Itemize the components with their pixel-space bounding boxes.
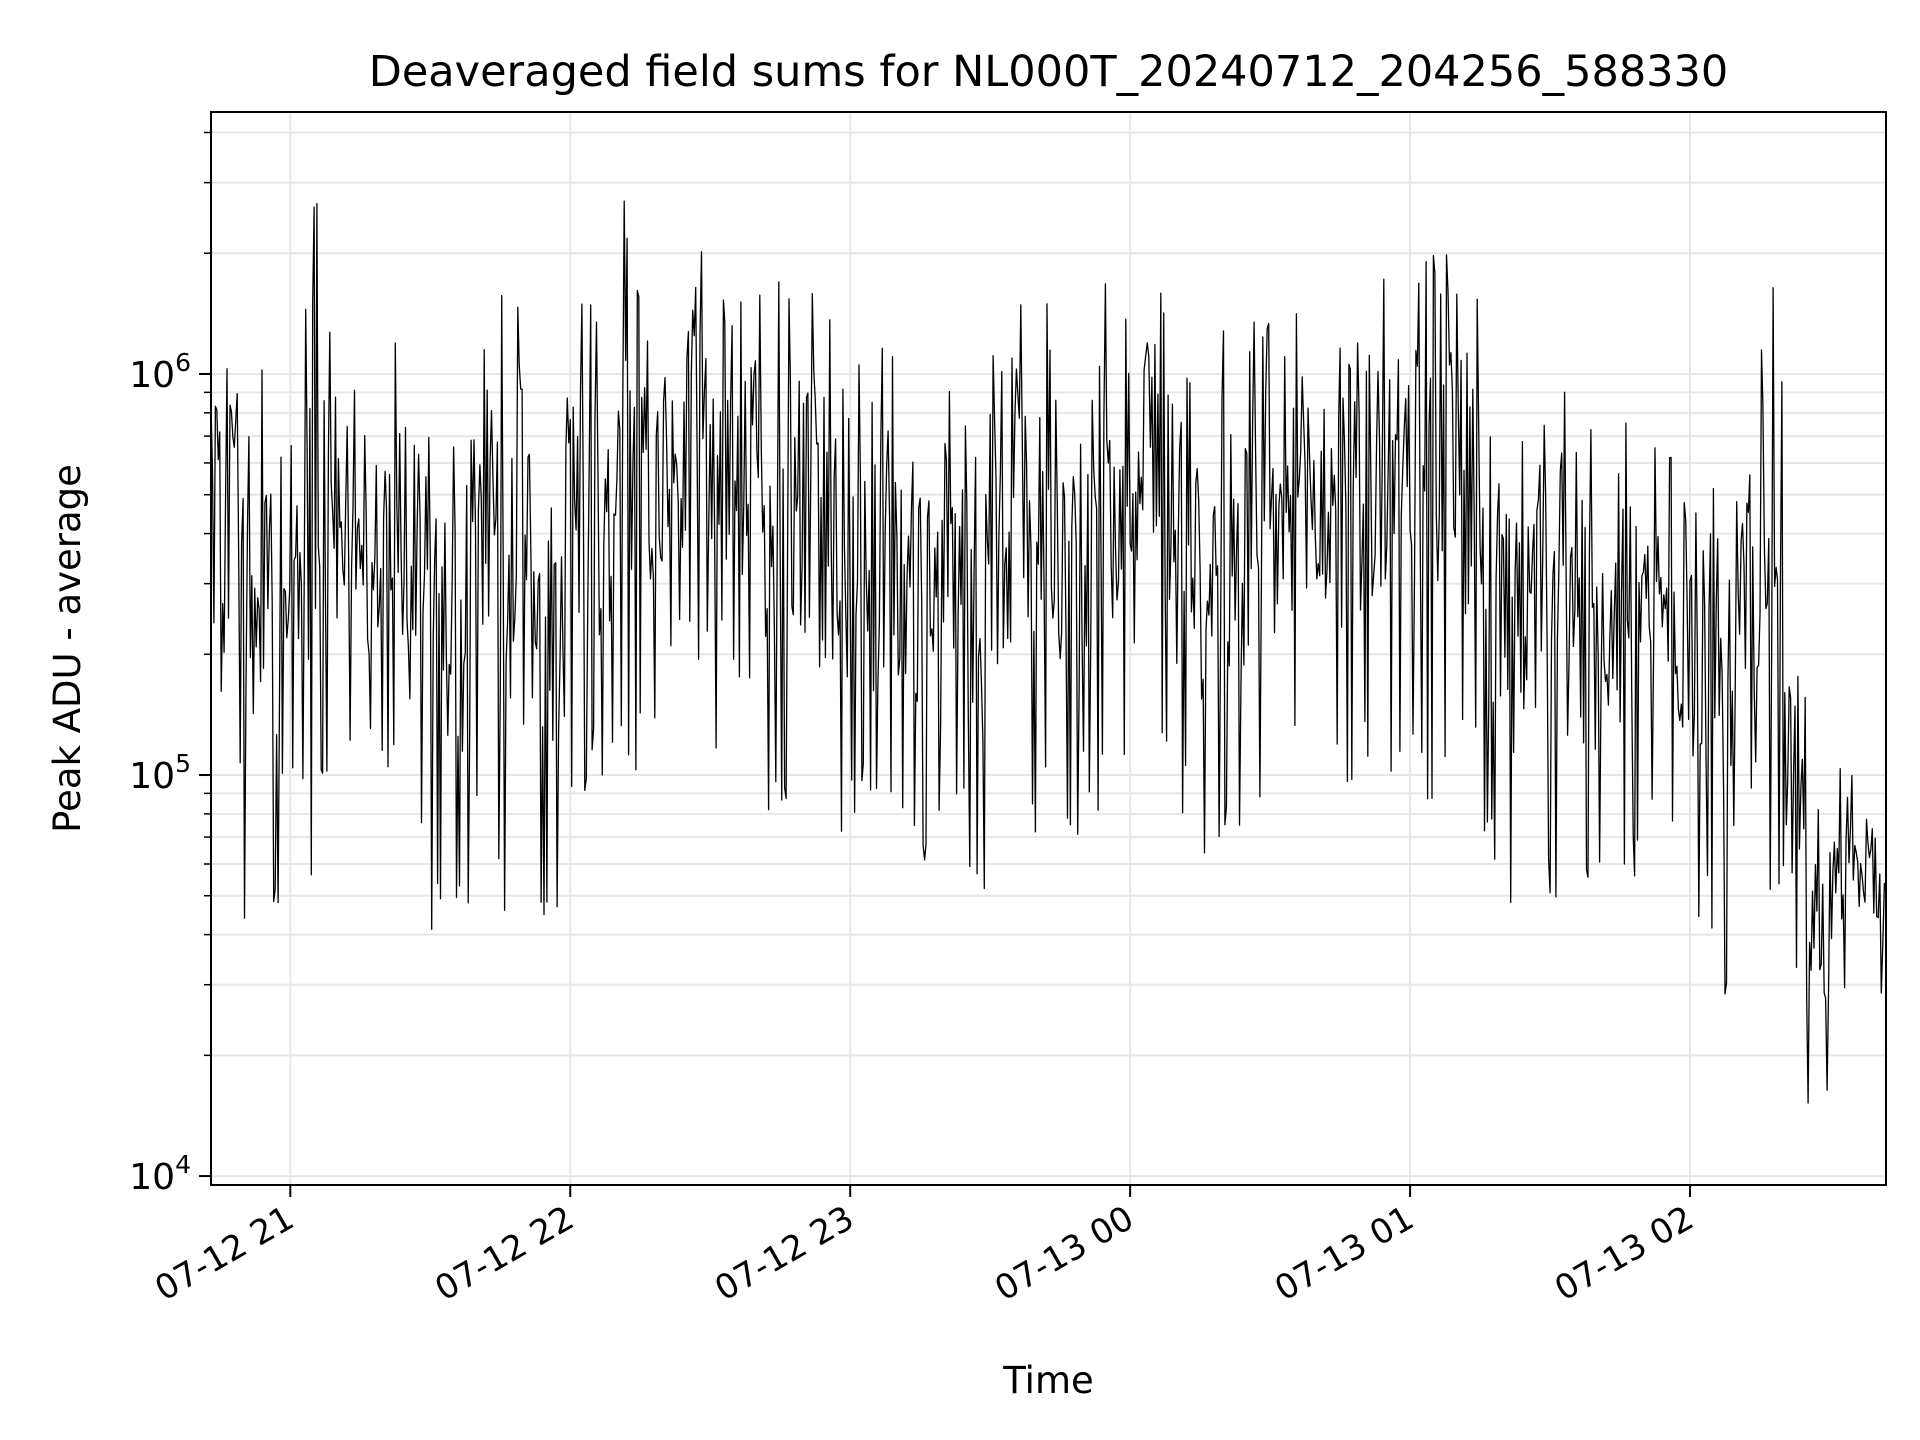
series-line-0 [210,200,1886,1104]
chart-title: Deaveraged field sums for NL000T_2024071… [369,47,1729,97]
plot-frame [210,111,1887,1186]
y-axis-label: Peak ADU - average [46,464,89,833]
x-axis-label: Time [1002,1359,1094,1402]
data-line [210,200,1886,1104]
y-tick-label: 106 [129,348,191,396]
y-tick-label: 104 [129,1150,191,1198]
y-axis-ticks: 104 105 106 [129,131,211,1198]
y-tick-label: 105 [129,749,191,797]
